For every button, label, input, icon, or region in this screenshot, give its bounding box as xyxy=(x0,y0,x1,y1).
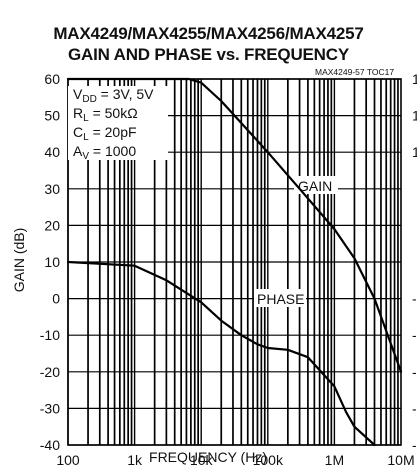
right-tick-label: 1 xyxy=(412,108,417,124)
x-tick-label: 1k xyxy=(127,452,143,468)
phase-label-bg xyxy=(254,289,306,307)
y-tick-label: -40 xyxy=(40,437,60,453)
condition-cl: CL = 20pF xyxy=(73,124,137,143)
y-tick-label: -20 xyxy=(40,364,60,380)
right-tick-labels: 1 1 1 - - -1 -1 -1 xyxy=(412,71,417,453)
y-tick-labels: 60 50 40 30 20 10 0 -10 -20 -30 -40 xyxy=(40,71,60,453)
y-tick-label: 0 xyxy=(52,291,60,307)
code-label-bg xyxy=(314,67,400,77)
right-tick-label: - xyxy=(412,291,417,307)
y-tick-label: 40 xyxy=(44,144,60,160)
conditions-box-bg xyxy=(68,86,168,160)
condition-av: AV = 1000 xyxy=(73,143,136,162)
x-tick-label: 1M xyxy=(325,452,344,468)
right-tick-label: 1 xyxy=(412,71,417,87)
x-tick-label: 10M xyxy=(387,452,414,468)
y-axis-label: GAIN (dB) xyxy=(11,228,27,293)
right-tick-label: -1 xyxy=(412,400,417,416)
y-tick-label: 60 xyxy=(44,71,60,87)
right-tick-label: -1 xyxy=(412,364,417,380)
figure-code: MAX4249-57 TOC17 xyxy=(315,67,394,77)
x-axis-label: FREQUENCY (Hz) xyxy=(149,449,267,465)
chart-subtitle: GAIN AND PHASE vs. FREQUENCY xyxy=(68,45,349,64)
phase-curve-label: PHASE xyxy=(257,291,304,307)
x-tick-label: 100 xyxy=(56,452,80,468)
y-tick-label: 30 xyxy=(44,181,60,197)
right-tick-label: - xyxy=(412,327,417,343)
y-tick-label: -10 xyxy=(40,327,60,343)
x-tick-label: 100k xyxy=(253,452,284,468)
gain-label-bg xyxy=(294,176,338,194)
right-tick-label: -1 xyxy=(412,437,417,453)
gain-curve-label: GAIN xyxy=(298,178,332,194)
gain-curve xyxy=(66,77,403,373)
y-tick-label: 50 xyxy=(44,108,60,124)
chart-title: MAX4249/MAX4255/MAX4256/MAX4257 xyxy=(53,24,364,43)
y-tick-label: 20 xyxy=(44,217,60,233)
x-tick-labels: 100 1k 10k 100k 1M 10M xyxy=(56,452,414,468)
curves xyxy=(66,77,403,447)
y-tick-label: 10 xyxy=(44,254,60,270)
phase-curve xyxy=(66,260,376,447)
right-tick-label: 1 xyxy=(412,144,417,160)
condition-rl: RL = 50kΩ xyxy=(73,105,138,124)
x-tick-label: 10k xyxy=(190,452,214,468)
y-tick-label: -30 xyxy=(40,400,60,416)
condition-vdd: VDD = 3V, 5V xyxy=(73,86,154,105)
